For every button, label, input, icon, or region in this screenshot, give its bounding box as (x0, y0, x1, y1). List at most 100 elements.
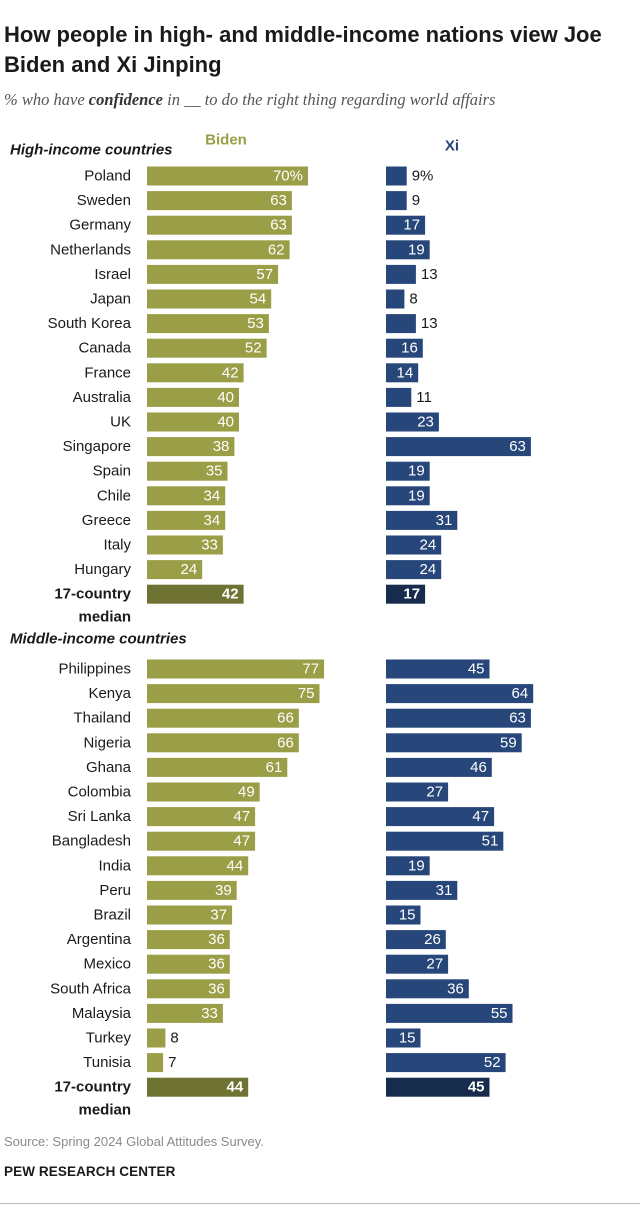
xi-mexico-value-label: 27 (426, 956, 443, 973)
xi-japan-bar (386, 289, 405, 309)
xi-canada-value-label: 16 (401, 340, 418, 357)
xi-south-africa-value-label: 36 (447, 980, 464, 997)
xi-ghana-value-label: 46 (470, 759, 487, 776)
biden-hungary-bar (147, 560, 203, 580)
subtitle-prefix: % who have (4, 90, 89, 109)
country-label-thailand: Thailand (73, 710, 131, 727)
xi-turkey-bar (386, 1028, 421, 1048)
country-label-turkey: Turkey (86, 1030, 132, 1047)
xi-philippines-value-label: 45 (468, 661, 485, 678)
xi-singapore-bar (386, 437, 531, 457)
xi-australia-value-label: 11 (416, 389, 432, 406)
xi-tunisia-value-label: 52 (484, 1054, 501, 1071)
xi-chile-bar (386, 486, 430, 506)
brand-logo-text: PEW RESEARCH CENTER (4, 1164, 176, 1179)
xi-bangladesh-bar (386, 831, 504, 851)
median-label-line2-1: median (78, 609, 131, 626)
country-label-netherlands: Netherlands (50, 241, 131, 258)
xi-poland-value-label: 9% (412, 168, 434, 185)
xi-netherlands-bar (386, 240, 430, 260)
biden-south-africa-value-label: 36 (208, 980, 225, 997)
xi-japan-value-label: 8 (409, 291, 417, 308)
biden-argentina-bar (147, 930, 230, 950)
country-label-chile: Chile (97, 487, 131, 504)
xi-sri-lanka-bar (386, 807, 495, 827)
biden-tunisia-value-label: 7 (168, 1054, 176, 1071)
biden-turkey-value-label: 8 (170, 1030, 178, 1047)
biden-philippines-value-label: 77 (302, 661, 319, 678)
xi-thailand-bar (386, 708, 531, 728)
xi-greece-bar (386, 510, 458, 530)
biden-poland-bar (147, 166, 308, 186)
xi-poland-bar (386, 166, 407, 186)
biden-nigeria-bar (147, 733, 299, 753)
biden-colombia-value-label: 49 (238, 784, 255, 801)
biden-malaysia-bar (147, 1003, 223, 1023)
xi-malaysia-bar (386, 1003, 513, 1023)
median-label-line1-1: 17-country (54, 586, 131, 603)
xi-spain-value-label: 19 (408, 463, 425, 480)
median-label-line2-2: median (78, 1102, 131, 1119)
biden-spain-value-label: 35 (206, 463, 223, 480)
biden-canada-value-label: 52 (245, 340, 262, 357)
country-label-canada: Canada (78, 340, 131, 357)
subtitle-suffix: in __ to do the right thing regarding wo… (163, 90, 496, 109)
biden-mexico-bar (147, 954, 230, 974)
biden-peru-value-label: 39 (215, 882, 232, 899)
xi-south-korea-value-label: 13 (421, 315, 438, 332)
country-label-singapore: Singapore (63, 438, 131, 455)
xi-sweden-value-label: 9 (412, 192, 420, 209)
biden-japan-bar (147, 289, 272, 309)
xi-colombia-value-label: 27 (426, 784, 443, 801)
xi-thailand-value-label: 63 (509, 710, 526, 727)
biden-italy-value-label: 33 (201, 537, 218, 554)
xi-brazil-bar (386, 905, 421, 925)
biden-malaysia-value-label: 33 (201, 1005, 218, 1022)
country-label-greece: Greece (82, 512, 131, 529)
country-label-kenya: Kenya (88, 685, 131, 702)
country-label-australia: Australia (73, 389, 132, 406)
xi-australia-bar (386, 387, 412, 407)
xi-italy-value-label: 24 (420, 537, 437, 554)
biden-india-bar (147, 856, 249, 876)
xi-hungary-bar (386, 560, 442, 580)
legend-biden: Biden (205, 132, 247, 149)
country-label-spain: Spain (93, 463, 131, 480)
biden-australia-bar (147, 387, 239, 407)
biden-thailand-value-label: 66 (277, 710, 294, 727)
xi-median-2-value-label: 45 (468, 1079, 485, 1096)
biden-greece-bar (147, 510, 226, 530)
biden-south-korea-bar (147, 314, 269, 334)
biden-bangladesh-bar (147, 831, 256, 851)
biden-italy-bar (147, 535, 223, 555)
footer-divider (0, 1203, 640, 1204)
country-label-mexico: Mexico (83, 956, 131, 973)
biden-tunisia-bar (147, 1053, 164, 1073)
xi-uk-value-label: 23 (417, 414, 434, 431)
country-label-bangladesh: Bangladesh (52, 833, 131, 850)
biden-france-bar (147, 363, 244, 383)
xi-germany-value-label: 17 (403, 217, 420, 234)
biden-brazil-value-label: 37 (210, 907, 227, 924)
median-label-line1-2: 17-country (54, 1079, 131, 1096)
biden-uk-bar (147, 412, 239, 432)
xi-india-value-label: 19 (408, 857, 425, 874)
biden-sri-lanka-value-label: 47 (233, 808, 250, 825)
chart-title: How people in high- and middle-income na… (4, 22, 602, 77)
xi-argentina-value-label: 26 (424, 931, 441, 948)
country-label-tunisia: Tunisia (83, 1054, 131, 1071)
xi-spain-bar (386, 461, 430, 481)
biden-median-2-bar (147, 1077, 249, 1097)
xi-israel-value-label: 13 (421, 266, 438, 283)
country-label-germany: Germany (69, 217, 131, 234)
biden-germany-value-label: 63 (270, 217, 287, 234)
biden-turkey-bar (147, 1028, 166, 1048)
legend-xi: Xi (445, 138, 459, 155)
biden-bangladesh-value-label: 47 (233, 833, 250, 850)
xi-canada-bar (386, 338, 423, 358)
biden-median-1-bar (147, 584, 244, 604)
xi-uk-bar (386, 412, 439, 432)
xi-bangladesh-value-label: 51 (482, 833, 499, 850)
biden-spain-bar (147, 461, 228, 481)
biden-colombia-bar (147, 782, 260, 802)
